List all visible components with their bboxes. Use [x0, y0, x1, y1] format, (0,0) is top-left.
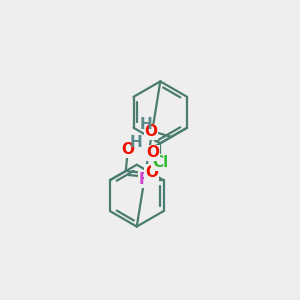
Text: O: O [121, 142, 134, 157]
Text: H: H [129, 135, 142, 150]
Text: O: O [145, 165, 158, 180]
Text: F: F [138, 172, 149, 187]
Text: Cl: Cl [152, 155, 168, 170]
Text: O: O [145, 124, 158, 140]
Text: H: H [139, 117, 152, 132]
Text: O: O [147, 146, 160, 160]
